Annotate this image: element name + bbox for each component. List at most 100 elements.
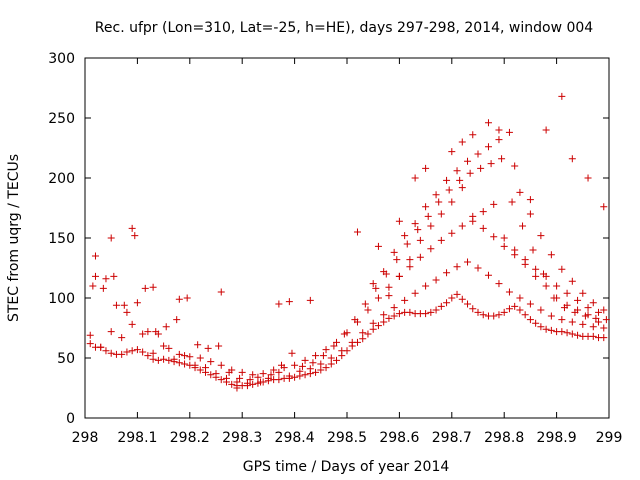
data-point xyxy=(196,354,204,362)
data-point xyxy=(547,326,555,334)
data-point xyxy=(369,319,377,327)
data-point xyxy=(458,138,466,146)
data-point xyxy=(474,308,482,316)
data-point xyxy=(395,310,403,318)
data-point xyxy=(495,311,503,319)
data-point xyxy=(89,282,97,290)
data-point xyxy=(568,330,576,338)
data-point xyxy=(395,272,403,280)
data-point xyxy=(558,265,566,273)
data-point xyxy=(390,304,398,312)
data-point xyxy=(432,191,440,199)
data-point xyxy=(448,294,456,302)
data-point xyxy=(484,143,492,151)
data-point xyxy=(380,318,388,326)
data-point xyxy=(487,160,495,168)
data-point xyxy=(222,374,230,382)
data-point xyxy=(191,361,199,369)
data-point xyxy=(149,355,157,363)
data-point xyxy=(553,282,561,290)
data-point xyxy=(595,308,603,316)
data-point xyxy=(374,242,382,250)
data-point xyxy=(600,306,608,314)
data-point xyxy=(196,366,204,374)
data-point xyxy=(186,353,194,361)
data-point xyxy=(385,283,393,291)
data-point xyxy=(537,306,545,314)
data-point xyxy=(359,329,367,337)
data-point xyxy=(479,311,487,319)
data-point xyxy=(128,347,136,355)
data-point xyxy=(484,119,492,127)
data-point xyxy=(149,349,157,357)
data-point xyxy=(165,344,173,352)
data-point xyxy=(456,176,464,184)
data-point xyxy=(505,305,513,313)
data-point xyxy=(249,380,257,388)
data-point xyxy=(322,346,330,354)
data-point xyxy=(532,272,540,280)
data-point xyxy=(264,374,272,382)
data-point xyxy=(275,300,283,308)
data-point xyxy=(490,200,498,208)
data-point xyxy=(416,253,424,261)
data-point xyxy=(107,328,115,336)
x-tick-label: 298.6 xyxy=(379,430,419,446)
data-point xyxy=(107,349,115,357)
data-point xyxy=(225,368,233,376)
data-point xyxy=(217,361,225,369)
data-point xyxy=(437,302,445,310)
data-point xyxy=(312,352,320,360)
plot-frame xyxy=(84,57,610,419)
data-point xyxy=(322,364,330,372)
data-point xyxy=(181,352,189,360)
data-point xyxy=(275,376,283,384)
data-point xyxy=(432,306,440,314)
data-point xyxy=(600,324,608,332)
y-tick-label: 300 xyxy=(48,51,75,67)
data-point xyxy=(165,356,173,364)
data-point xyxy=(542,126,550,134)
data-point xyxy=(175,295,183,303)
x-tick-label: 298.1 xyxy=(117,430,157,446)
data-point xyxy=(278,361,285,369)
data-point xyxy=(351,316,359,324)
data-point xyxy=(359,335,367,343)
data-point xyxy=(160,355,168,363)
data-point xyxy=(443,269,451,277)
data-point xyxy=(411,289,419,297)
data-point xyxy=(432,276,440,284)
data-points xyxy=(86,92,610,392)
data-point xyxy=(495,280,503,288)
x-tick-label: 298.3 xyxy=(222,430,262,446)
data-point xyxy=(175,359,183,367)
data-point xyxy=(133,299,141,307)
data-point xyxy=(437,210,445,218)
data-point xyxy=(288,349,296,357)
data-point xyxy=(99,284,107,292)
data-point xyxy=(547,251,555,259)
data-point xyxy=(437,236,445,244)
data-point xyxy=(511,302,519,310)
data-point xyxy=(270,366,278,374)
data-point xyxy=(107,234,115,242)
data-point xyxy=(128,320,136,328)
data-point xyxy=(422,164,430,172)
data-point xyxy=(508,198,516,206)
data-point xyxy=(464,300,472,308)
data-point xyxy=(131,232,139,240)
data-point xyxy=(490,312,498,320)
data-point xyxy=(574,296,582,304)
x-tick-label: 298.4 xyxy=(275,430,315,446)
data-point xyxy=(600,203,608,211)
data-point xyxy=(584,174,592,182)
data-point xyxy=(319,352,327,360)
data-point xyxy=(584,304,592,312)
data-point xyxy=(390,248,398,256)
data-point xyxy=(133,346,141,354)
data-point xyxy=(563,329,571,337)
data-point xyxy=(560,304,568,312)
data-point xyxy=(243,379,251,387)
data-point xyxy=(427,308,435,316)
data-point xyxy=(526,196,534,204)
